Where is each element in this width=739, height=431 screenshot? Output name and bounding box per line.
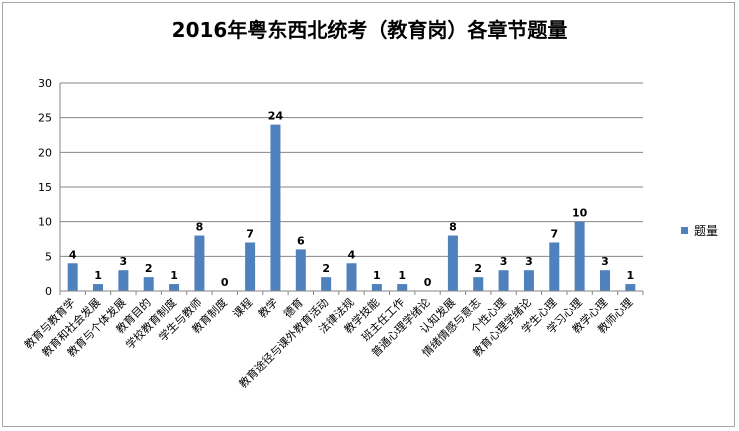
bar [447,235,458,291]
axes [59,83,644,295]
data-label: 4 [348,248,356,261]
data-label: 3 [120,255,128,268]
bar [346,263,357,291]
data-label: 7 [246,227,254,240]
data-label: 4 [69,248,77,261]
y-tick-label: 25 [38,112,52,125]
legend-label: 题量 [694,224,719,238]
data-label: 1 [170,269,178,282]
bar [574,221,585,291]
bar [245,242,256,291]
bar [498,270,509,291]
bar [397,284,408,291]
bar [371,284,382,291]
data-label: 1 [94,269,102,282]
data-label: 3 [525,255,533,268]
y-tick-label: 30 [38,77,52,90]
bar [169,284,180,291]
category-label: 课程 [230,296,255,321]
bar [599,270,610,291]
legend-swatch [681,227,688,234]
data-label: 10 [572,207,588,220]
bar [295,249,306,291]
y-tick-label: 15 [38,181,52,194]
data-label: 0 [221,276,229,289]
data-label: 3 [601,255,609,268]
bar [549,242,560,291]
bar [93,284,104,291]
data-label: 1 [626,269,634,282]
data-label: 1 [398,269,406,282]
bar [194,235,205,291]
data-label: 3 [500,255,508,268]
data-label: 2 [474,262,482,275]
data-label: 8 [449,221,457,234]
bars [67,124,636,291]
data-label: 2 [145,262,153,275]
y-tick-label: 10 [38,216,52,229]
data-label: 8 [196,221,204,234]
data-label: 7 [550,227,558,240]
data-label: 2 [322,262,330,275]
data-label: 24 [268,110,284,123]
category-label: 教学 [255,295,280,320]
bar [523,270,534,291]
category-labels: 教育与教育学教育和社会发展教育与个体发展教育目的学校教育制度学生与教师教育制度课… [21,295,635,390]
bar [321,277,332,291]
bar [143,277,154,291]
data-label: 6 [297,234,305,247]
bar [270,124,281,291]
chart-title: 2016年粤东西北统考（教育岗）各章节题量 [171,18,568,42]
legend: 题量 [681,222,718,239]
bar [67,263,78,291]
gridlines [60,82,643,292]
bar [473,277,484,291]
chart-frame [2,2,735,427]
bar [625,284,636,291]
y-axis-ticks: 0 5 10 15 20 25 30 [38,77,52,298]
y-tick-label: 20 [38,146,52,159]
bar [118,270,129,291]
data-label: 0 [424,276,432,289]
data-label: 1 [373,269,381,282]
y-tick-label: 5 [45,250,52,263]
y-tick-label: 0 [45,285,52,298]
